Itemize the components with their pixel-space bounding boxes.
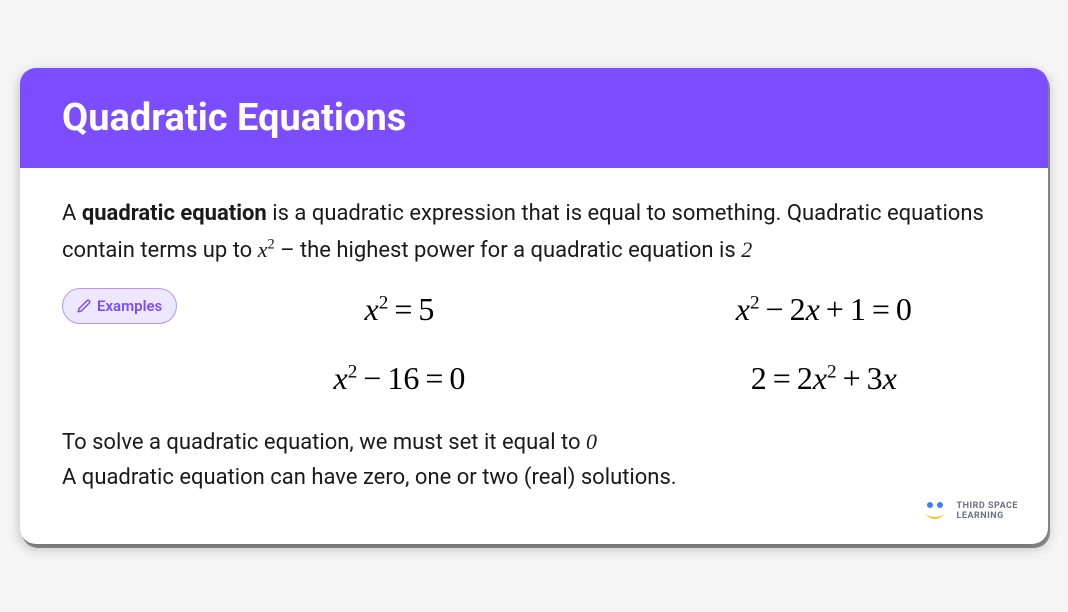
math-inline: 0 [586, 429, 597, 454]
term-bold: quadratic equation [82, 201, 267, 226]
solutions-paragraph: A quadratic equation can have zero, one … [62, 460, 1006, 495]
logo-text: THIRD SPACE LEARNING [957, 502, 1018, 522]
equation-4: 2=2x2+3x [642, 353, 1006, 404]
page-title: Quadratic Equations [62, 96, 1006, 140]
text-fragment: A [62, 201, 82, 226]
pencil-icon [77, 299, 91, 313]
text-fragment: – the highest power for a quadratic equa… [275, 238, 742, 263]
logo-line2: LEARNING [957, 512, 1018, 522]
math-inline: 2 [741, 237, 752, 262]
examples-badge: Examples [62, 288, 177, 324]
equation-2: x2−2x+1=0 [642, 284, 1006, 335]
logo-icon [921, 500, 949, 524]
math-inline: x2 [258, 237, 275, 262]
equation-1: x2=5 [217, 284, 581, 335]
brand-logo: THIRD SPACE LEARNING [921, 500, 1018, 524]
text-fragment: To solve a quadratic equation, we must s… [62, 430, 586, 455]
lesson-card: Quadratic Equations A quadratic equation… [20, 68, 1048, 543]
solve-paragraph: To solve a quadratic equation, we must s… [62, 424, 1006, 460]
card-header: Quadratic Equations [20, 68, 1048, 168]
definition-paragraph: A quadratic equation is a quadratic expr… [62, 196, 1006, 267]
examples-label: Examples [97, 294, 162, 318]
equations-grid: x2=5 x2−2x+1=0 x2−16=0 2=2x2+3x [217, 284, 1006, 404]
examples-section: Examples x2=5 x2−2x+1=0 x2−16=0 2=2x2+3x [62, 284, 1006, 404]
card-content: A quadratic equation is a quadratic expr… [20, 168, 1048, 543]
equation-3: x2−16=0 [217, 353, 581, 404]
